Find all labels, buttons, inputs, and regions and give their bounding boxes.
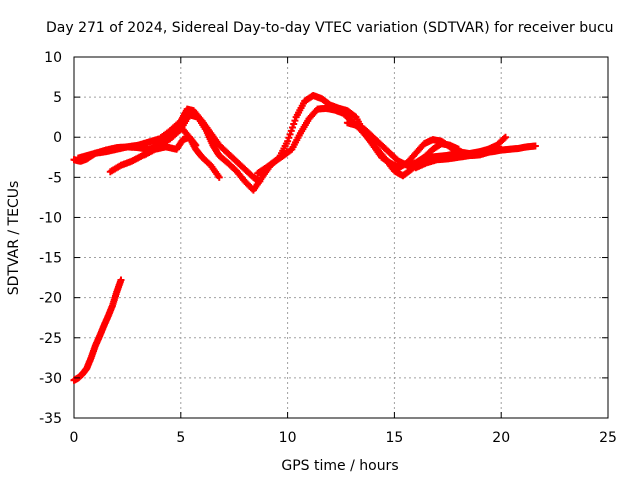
y-tick-label: -10: [39, 210, 62, 226]
data-point: [285, 134, 293, 142]
data-marks: [70, 92, 539, 384]
y-tick-label: -15: [39, 251, 62, 267]
x-tick-label: 10: [279, 430, 297, 446]
y-tick-label: -20: [39, 291, 62, 307]
y-tick-label: -30: [39, 371, 62, 387]
data-point: [192, 141, 200, 149]
data-point: [288, 123, 296, 131]
x-axis-label: GPS time / hours: [281, 458, 398, 474]
plot-border: [73, 56, 609, 419]
data-point: [531, 142, 539, 150]
data-point: [497, 145, 505, 153]
y-tick-label: 5: [53, 90, 62, 106]
chart-title: Day 271 of 2024, Sidereal Day-to-day VTE…: [46, 20, 614, 36]
data-point: [284, 137, 292, 145]
x-tick-label: 5: [176, 430, 185, 446]
data-point: [501, 133, 509, 141]
data-point: [500, 134, 508, 142]
series-track-7: [412, 145, 505, 172]
series-track-3: [106, 123, 223, 181]
data-point: [117, 276, 125, 284]
y-axis: -35 -30 -25 -20 -15 -10 -5 0 5 10: [39, 50, 608, 427]
data-point: [256, 177, 264, 185]
y-tick-label: -35: [39, 411, 62, 427]
series-track-4: [140, 133, 200, 159]
y-tick-label: 10: [44, 50, 62, 66]
x-tick-label: 15: [385, 430, 403, 446]
x-axis: 0 5 10 15 20 25: [70, 57, 617, 446]
y-tick-label: -25: [39, 331, 62, 347]
data-point: [287, 127, 295, 135]
y-axis-label: SDTVAR / TECUs: [6, 181, 22, 296]
y-tick-label: -5: [48, 170, 62, 186]
series-track-8: [70, 276, 125, 384]
grid: [74, 57, 608, 418]
y-tick-label: 0: [53, 130, 62, 146]
x-tick-label: 0: [70, 430, 79, 446]
series-track-6: [343, 119, 462, 169]
data-point: [291, 117, 299, 125]
x-tick-label: 25: [599, 430, 617, 446]
data-point: [454, 145, 462, 153]
data-point: [286, 130, 294, 138]
data-point: [215, 173, 223, 181]
x-tick-label: 20: [492, 430, 510, 446]
plot-frame: [73, 56, 609, 419]
data-point: [290, 120, 298, 128]
series-track-2: [74, 105, 264, 185]
